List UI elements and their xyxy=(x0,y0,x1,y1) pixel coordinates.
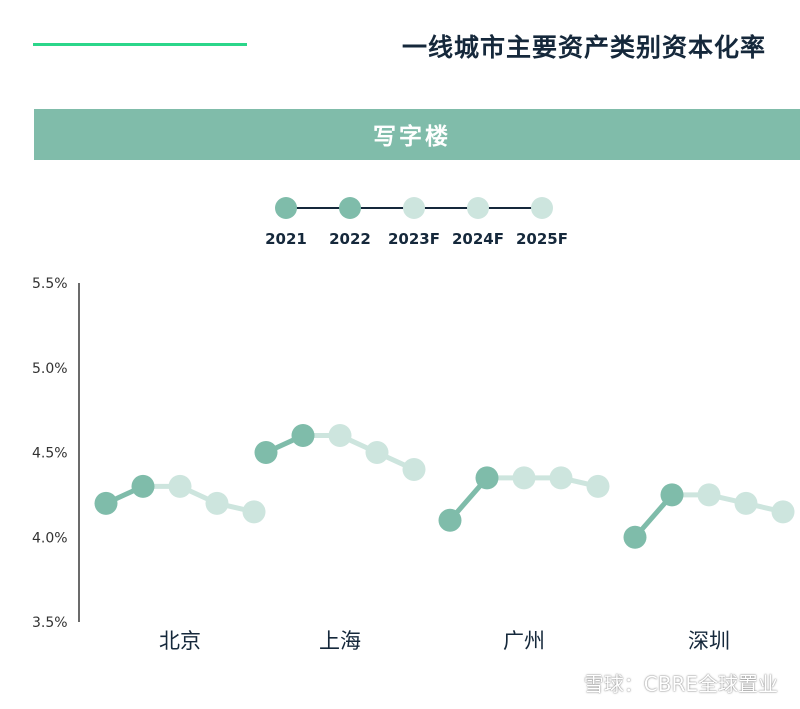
x-axis-labels: 北京 上海 广州 深圳 xyxy=(159,629,730,653)
category-banner xyxy=(34,109,800,160)
chart-title: 一线城市主要资产类别资本化率 xyxy=(401,33,766,62)
legend-label-2021: 2021 xyxy=(265,230,307,248)
legend-label-2022: 2022 xyxy=(329,230,371,248)
y-tick-label: 4.0% xyxy=(32,530,68,546)
series-北京 xyxy=(94,474,266,524)
data-point-2022 xyxy=(131,474,155,498)
data-point-2025F xyxy=(586,474,610,498)
category-label-上海: 上海 xyxy=(319,629,361,653)
data-point-2021 xyxy=(623,525,647,549)
y-tick-label: 3.5% xyxy=(32,615,68,631)
chart-legend: 2021 2022 2023F 2024F 2025F xyxy=(265,197,568,248)
y-tick-label: 5.5% xyxy=(32,276,68,292)
legend-label-2025F: 2025F xyxy=(516,230,568,248)
legend-marker-2024F xyxy=(467,197,489,219)
category-label-深圳: 深圳 xyxy=(688,629,730,653)
data-point-2021 xyxy=(438,508,462,532)
series-forecast-line xyxy=(300,433,417,472)
data-point-2025F xyxy=(402,457,426,481)
legend-label-2024F: 2024F xyxy=(452,230,504,248)
legend-marker-2021 xyxy=(275,197,297,219)
category-label: 写字楼 xyxy=(373,124,451,150)
plot-area xyxy=(94,424,795,549)
series-forecast-line xyxy=(140,483,257,515)
series-深圳 xyxy=(623,483,795,549)
data-point-2021 xyxy=(94,491,118,515)
data-point-2024F xyxy=(365,441,389,464)
data-point-2023F xyxy=(168,474,192,498)
legend-marker-2022 xyxy=(339,197,361,219)
data-point-2021 xyxy=(254,441,278,464)
series-广州 xyxy=(438,466,610,532)
data-point-2024F xyxy=(734,491,758,515)
legend-marker-2025F xyxy=(531,197,553,219)
data-point-2023F xyxy=(697,483,721,507)
category-label-北京: 北京 xyxy=(159,629,201,653)
y-axis: 3.5% 4.0% 4.5% 5.0% 5.5% xyxy=(32,276,80,631)
data-point-2024F xyxy=(549,466,573,490)
data-point-2022 xyxy=(660,483,684,507)
data-point-2023F xyxy=(328,424,352,448)
data-point-2024F xyxy=(205,491,229,515)
category-label-广州: 广州 xyxy=(503,629,545,653)
data-point-2023F xyxy=(512,466,536,490)
watermark: 雪球：CBRE全球置业 xyxy=(583,672,778,696)
data-point-2025F xyxy=(242,500,266,524)
y-tick-label: 5.0% xyxy=(32,361,68,377)
data-point-2025F xyxy=(771,500,795,524)
series-forecast-line xyxy=(669,492,786,515)
y-tick-label: 4.5% xyxy=(32,446,68,462)
series-forecast-line xyxy=(484,475,601,489)
data-point-2022 xyxy=(291,424,315,448)
legend-label-2023F: 2023F xyxy=(388,230,440,248)
data-point-2022 xyxy=(475,466,499,490)
legend-marker-2023F xyxy=(403,197,425,219)
accent-line xyxy=(33,43,247,46)
series-上海 xyxy=(254,424,426,481)
